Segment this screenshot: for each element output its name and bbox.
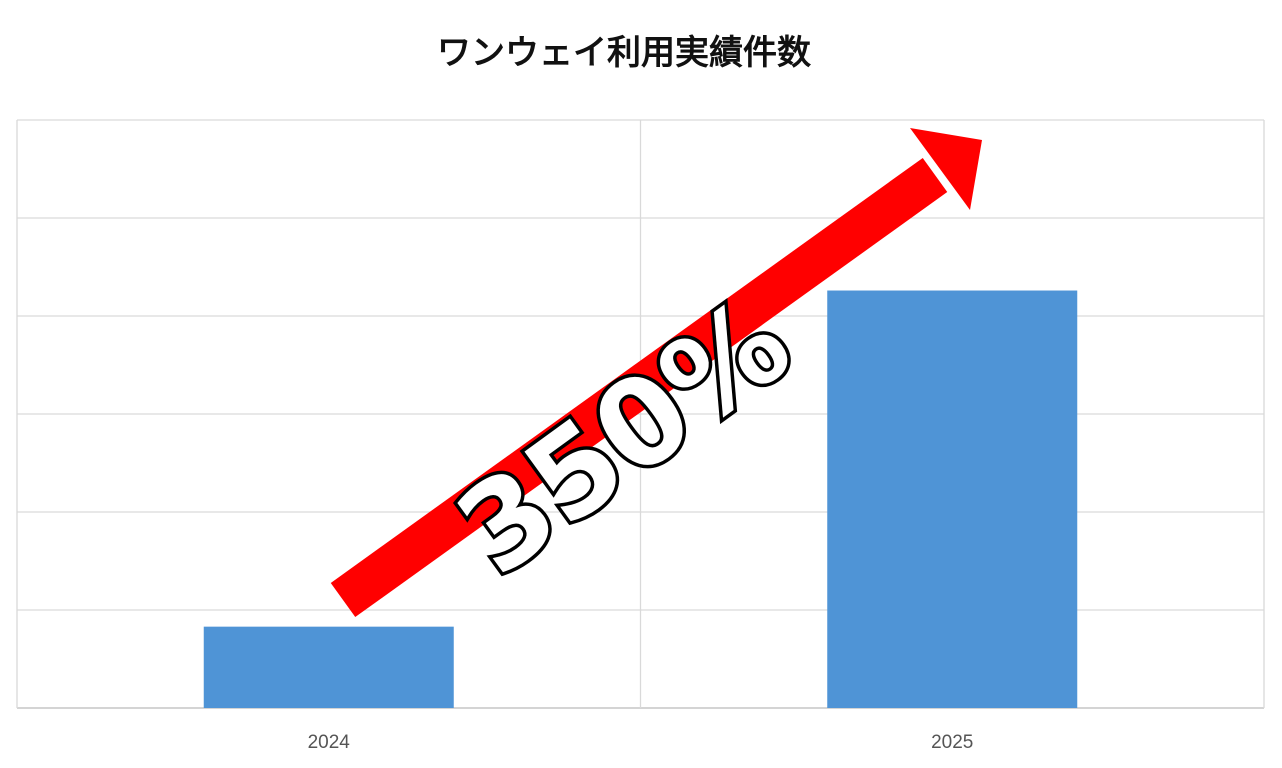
- x-tick-label: 2024: [308, 732, 351, 753]
- arrow-shaft: [330, 157, 948, 618]
- growth-arrow: [330, 128, 982, 618]
- x-tick-labels: 2024 2025: [308, 732, 974, 753]
- chart-title: ワンウェイ利用実績件数: [437, 33, 811, 73]
- gridlines: [16, 119, 1265, 709]
- bars: [203, 290, 1078, 708]
- bar-2025: [827, 290, 1078, 708]
- x-tick-label: 2025: [931, 732, 973, 753]
- growth-annotation: 350%: [433, 272, 815, 602]
- bar-2024: [203, 626, 454, 708]
- arrow-head: [910, 128, 982, 210]
